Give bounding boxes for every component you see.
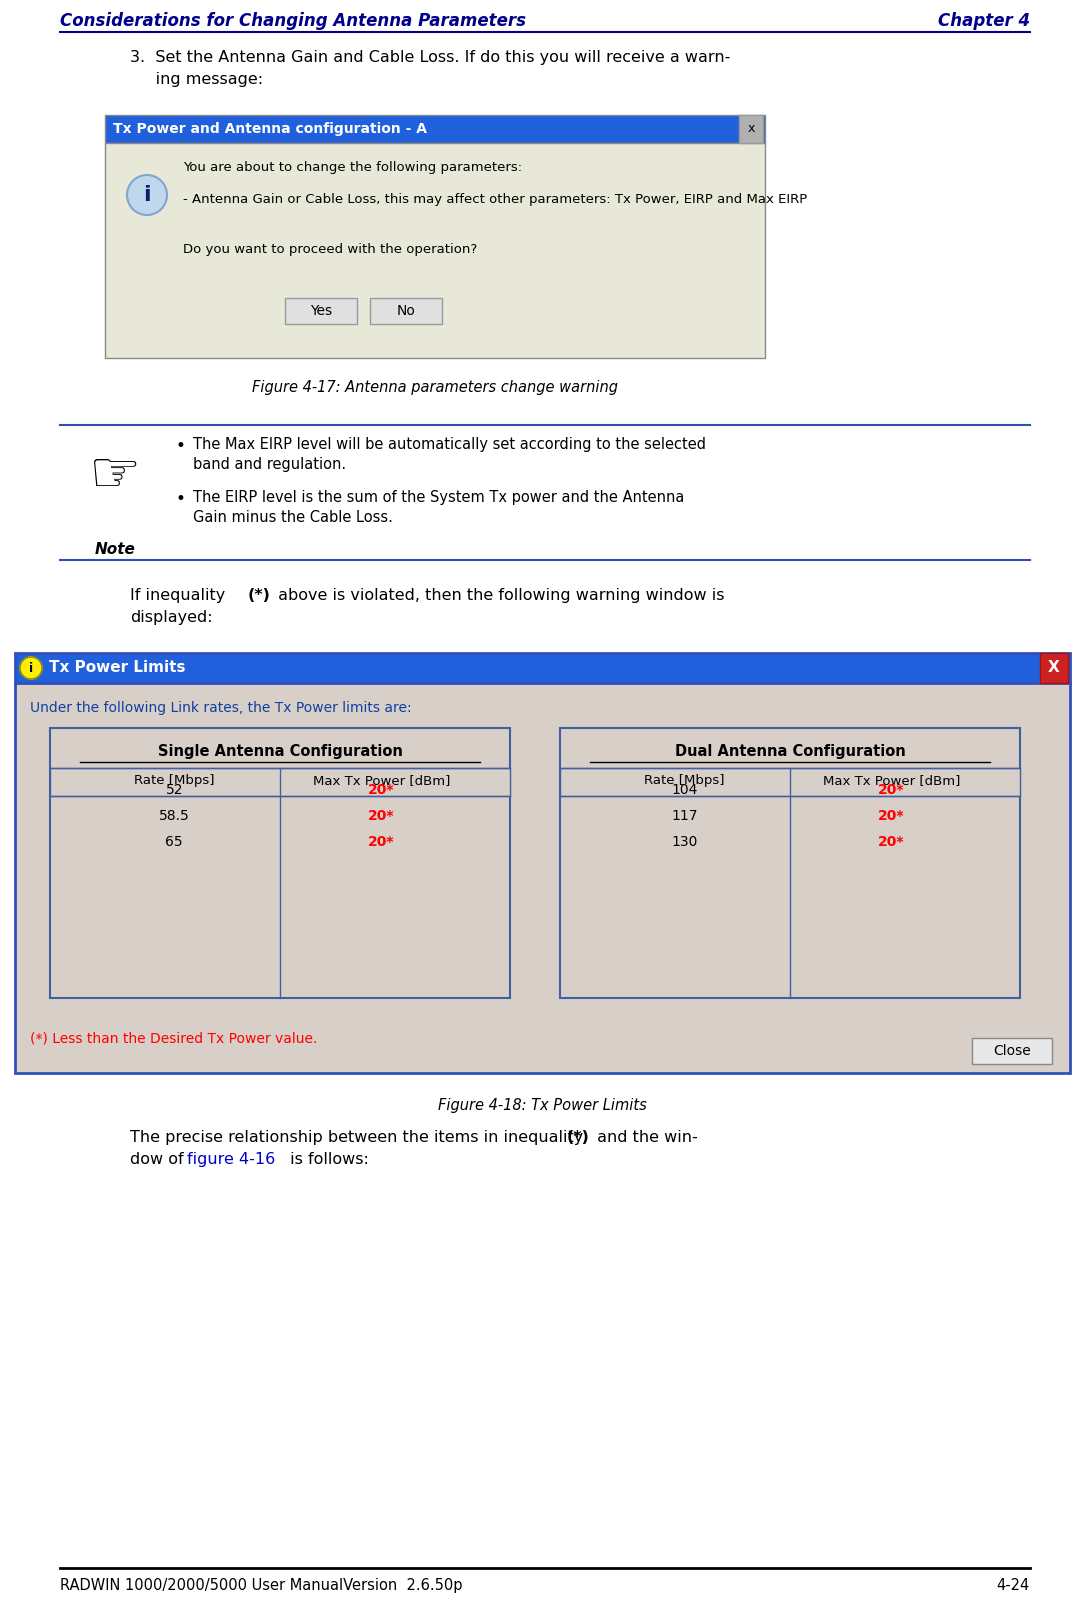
- Text: X: X: [1048, 661, 1060, 675]
- Text: ing message:: ing message:: [130, 72, 264, 87]
- Text: 52: 52: [165, 783, 183, 797]
- Text: - Antenna Gain or Cable Loss, this may affect other parameters: Tx Power, EIRP a: - Antenna Gain or Cable Loss, this may a…: [183, 192, 807, 205]
- Text: band and regulation.: band and regulation.: [193, 457, 346, 472]
- Text: figure 4-16: figure 4-16: [187, 1152, 276, 1168]
- Text: (*): (*): [567, 1129, 590, 1145]
- Text: Do you want to proceed with the operation?: Do you want to proceed with the operatio…: [183, 242, 477, 257]
- FancyBboxPatch shape: [560, 728, 1020, 998]
- Text: x: x: [748, 122, 755, 135]
- FancyBboxPatch shape: [1041, 653, 1068, 683]
- Text: 130: 130: [671, 836, 698, 849]
- Text: above is violated, then the following warning window is: above is violated, then the following wa…: [273, 589, 725, 603]
- Text: 20*: 20*: [368, 783, 395, 797]
- Text: Figure 4-18: Tx Power Limits: Figure 4-18: Tx Power Limits: [438, 1099, 647, 1113]
- Text: No: No: [396, 305, 416, 318]
- FancyBboxPatch shape: [285, 298, 357, 324]
- Text: You are about to change the following parameters:: You are about to change the following pa…: [183, 160, 522, 173]
- Text: 20*: 20*: [878, 808, 905, 823]
- Text: i: i: [29, 661, 33, 675]
- Text: is follows:: is follows:: [285, 1152, 369, 1168]
- Circle shape: [20, 658, 42, 678]
- Text: Single Antenna Configuration: Single Antenna Configuration: [157, 744, 403, 759]
- Text: 4-24: 4-24: [997, 1578, 1030, 1593]
- Text: RADWIN 1000/2000/5000 User ManualVersion  2.6.50p: RADWIN 1000/2000/5000 User ManualVersion…: [60, 1578, 462, 1593]
- Text: The precise relationship between the items in inequality: The precise relationship between the ite…: [130, 1129, 588, 1145]
- Text: Considerations for Changing Antenna Parameters: Considerations for Changing Antenna Para…: [60, 11, 526, 30]
- Text: (*) Less than the Desired Tx Power value.: (*) Less than the Desired Tx Power value…: [30, 1031, 318, 1044]
- Text: 20*: 20*: [878, 783, 905, 797]
- Text: Figure 4-17: Antenna parameters change warning: Figure 4-17: Antenna parameters change w…: [252, 380, 618, 395]
- Text: 20*: 20*: [368, 808, 395, 823]
- Text: 20*: 20*: [878, 836, 905, 849]
- Text: 20*: 20*: [368, 836, 395, 849]
- Text: Rate [Mbps]: Rate [Mbps]: [644, 775, 725, 788]
- Text: Chapter 4: Chapter 4: [937, 11, 1030, 30]
- Text: •: •: [175, 489, 184, 508]
- Text: Under the following Link rates, the Tx Power limits are:: Under the following Link rates, the Tx P…: [30, 701, 411, 715]
- Text: ☞: ☞: [89, 446, 141, 504]
- Text: dow of: dow of: [130, 1152, 189, 1168]
- Text: 104: 104: [671, 783, 698, 797]
- Text: Rate [Mbps]: Rate [Mbps]: [133, 775, 215, 788]
- FancyBboxPatch shape: [105, 143, 765, 358]
- Text: Tx Power Limits: Tx Power Limits: [49, 661, 186, 675]
- FancyBboxPatch shape: [560, 768, 1020, 796]
- Text: If inequality: If inequality: [130, 589, 230, 603]
- Text: and the win-: and the win-: [592, 1129, 698, 1145]
- Text: Tx Power and Antenna configuration - A: Tx Power and Antenna configuration - A: [113, 122, 427, 136]
- Text: Dual Antenna Configuration: Dual Antenna Configuration: [675, 744, 905, 759]
- FancyBboxPatch shape: [105, 115, 765, 143]
- Text: The EIRP level is the sum of the System Tx power and the Antenna: The EIRP level is the sum of the System …: [193, 489, 685, 505]
- Text: •: •: [175, 436, 184, 456]
- Text: 117: 117: [671, 808, 698, 823]
- Text: Close: Close: [993, 1044, 1031, 1059]
- Text: displayed:: displayed:: [130, 610, 213, 626]
- Text: 3.  Set the Antenna Gain and Cable Loss. If do this you will receive a warn-: 3. Set the Antenna Gain and Cable Loss. …: [130, 50, 730, 66]
- Text: Yes: Yes: [310, 305, 332, 318]
- Circle shape: [127, 175, 167, 215]
- FancyBboxPatch shape: [370, 298, 442, 324]
- FancyBboxPatch shape: [50, 768, 510, 796]
- Text: 58.5: 58.5: [158, 808, 190, 823]
- Text: 65: 65: [165, 836, 183, 849]
- FancyBboxPatch shape: [50, 728, 510, 998]
- FancyBboxPatch shape: [972, 1038, 1052, 1063]
- Text: i: i: [143, 184, 151, 205]
- Text: The Max EIRP level will be automatically set according to the selected: The Max EIRP level will be automatically…: [193, 436, 706, 452]
- Text: Note: Note: [94, 542, 136, 557]
- Text: Gain minus the Cable Loss.: Gain minus the Cable Loss.: [193, 510, 393, 525]
- FancyBboxPatch shape: [739, 115, 763, 143]
- Text: Max Tx Power [dBm]: Max Tx Power [dBm]: [822, 775, 960, 788]
- Text: Max Tx Power [dBm]: Max Tx Power [dBm]: [312, 775, 450, 788]
- FancyBboxPatch shape: [15, 653, 1070, 683]
- FancyBboxPatch shape: [15, 683, 1070, 1073]
- Text: (*): (*): [248, 589, 271, 603]
